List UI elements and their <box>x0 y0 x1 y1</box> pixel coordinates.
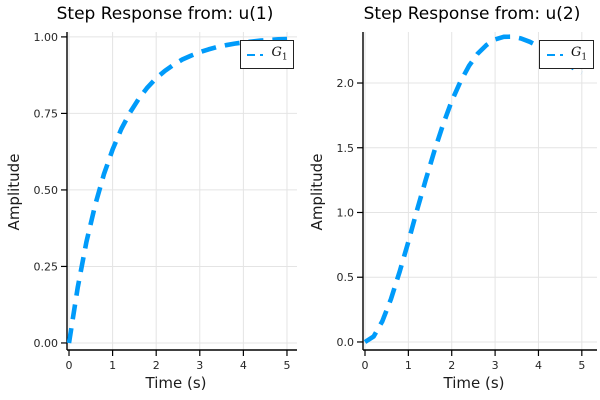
y-tick-label: 0.00 <box>34 337 59 350</box>
x-axis-label: Time (s) <box>145 374 207 392</box>
subplot-step-response-u1: Step Response from: u(1) Amplitude Time … <box>5 4 297 392</box>
x-tick-label: 1 <box>109 359 116 372</box>
legend-box: G1 <box>240 40 294 69</box>
x-tick-label: 2 <box>448 359 455 372</box>
x-tick-label: 3 <box>492 359 499 372</box>
x-tick-label: 0 <box>361 359 368 372</box>
x-tick-label: 4 <box>240 359 247 372</box>
x-tick-label: 1 <box>405 359 412 372</box>
x-tick-label: 0 <box>66 359 73 372</box>
legend-dashed-line-icon <box>247 53 268 56</box>
y-tick-label: 1.0 <box>337 206 355 219</box>
x-tick-label: 5 <box>283 359 290 372</box>
legend-box: G1 <box>539 40 594 69</box>
x-tick-label: 2 <box>153 359 160 372</box>
legend-label: G1 <box>570 45 588 63</box>
y-tick-label: 1.00 <box>34 31 59 44</box>
x-tick-label: 5 <box>578 359 585 372</box>
x-axis-label: Time (s) <box>443 374 505 392</box>
y-tick-label: 1.5 <box>337 142 355 155</box>
step-response-curve <box>363 34 583 344</box>
step-response-curve <box>66 36 288 344</box>
legend-dashed-line-icon <box>546 53 567 56</box>
y-tick-label: 0.50 <box>34 184 59 197</box>
y-tick-label: 0.5 <box>337 271 355 284</box>
plot-title: Step Response from: u(2) <box>363 4 581 24</box>
y-tick-label: 0.75 <box>34 107 59 120</box>
x-tick-label: 4 <box>535 359 542 372</box>
y-tick-label: 2.0 <box>337 77 355 90</box>
x-tick-label: 3 <box>196 359 203 372</box>
plot-title: Step Response from: u(1) <box>56 4 274 24</box>
y-tick-label: 0.25 <box>34 260 59 273</box>
legend-label: G1 <box>271 45 288 63</box>
y-tick-label: 0.0 <box>337 336 355 349</box>
subplot-step-response-u2: Step Response from: u(2) Amplitude Time … <box>305 0 600 400</box>
